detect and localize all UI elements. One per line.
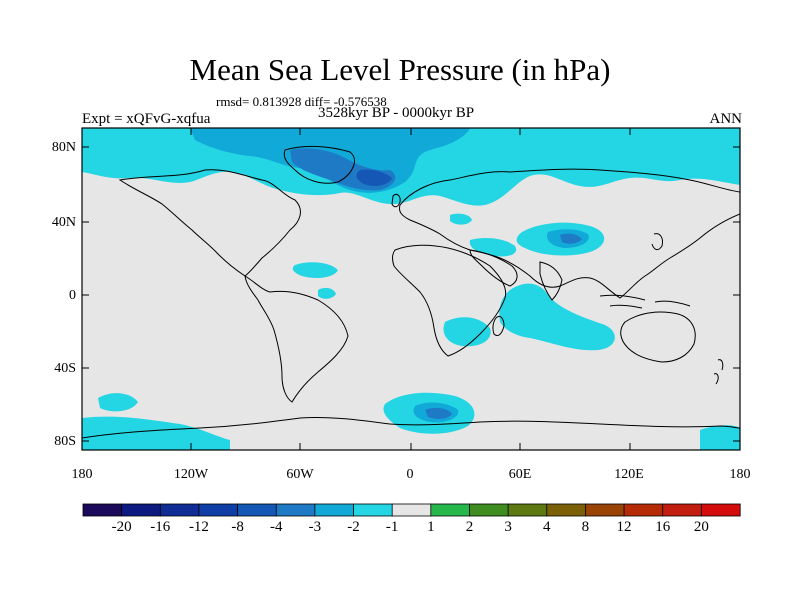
colorbar-label: -12 (188, 519, 209, 535)
colorbar-label: -8 (231, 519, 244, 535)
pacific-anomaly (292, 262, 338, 278)
lon-label-60e: 60E (508, 467, 532, 482)
lat-label-40n: 40N (51, 215, 76, 230)
coast-india (539, 261, 563, 301)
lon-label-180e: 180 (729, 467, 751, 482)
coast-new-zealand (713, 359, 724, 385)
lon-label-60w: 60W (286, 467, 314, 482)
colorbar-swatch (353, 503, 393, 517)
caribbean-anomaly (318, 287, 336, 299)
coast-north-america (118, 169, 301, 277)
north-atlantic-anomaly (450, 213, 472, 225)
lat-label-40s: 40S (54, 361, 76, 376)
map-title: Mean Sea Level Pressure (in hPa) (189, 52, 611, 87)
colorbar-label: 20 (693, 519, 709, 535)
coast-south-america (244, 275, 349, 403)
colorbar-label: -1 (385, 519, 399, 535)
arctic-mid-anomaly-2 (250, 128, 330, 140)
coast-madagascar (492, 315, 505, 337)
colorbar-swatch (314, 503, 355, 517)
lat-ticks (82, 146, 740, 442)
colorbar-label: -2 (347, 519, 360, 535)
pressure-anomaly-field (82, 128, 740, 450)
colorbar-swatch (391, 503, 432, 517)
colorbar-label: 8 (581, 519, 590, 535)
coast-arabia (469, 249, 518, 287)
colorbar-swatch (546, 503, 587, 517)
colorbar-swatch (159, 503, 200, 517)
coastlines (82, 145, 740, 439)
lon-ticks (190, 128, 631, 450)
colorbar-label: 16 (655, 519, 671, 535)
season-label: ANN (709, 111, 743, 127)
colorbar-label: 3 (504, 519, 512, 535)
colorbar-swatch (700, 503, 741, 517)
colorbar-swatch (121, 503, 161, 517)
southern-ocean-dark (425, 407, 452, 419)
coast-greenland (283, 145, 355, 184)
coast-africa (392, 244, 507, 357)
lat-label-0: 0 (69, 288, 76, 303)
colorbar-swatch (198, 503, 239, 517)
central-asia-dark-anomaly (560, 233, 582, 244)
indian-ocean-anomaly (499, 283, 615, 351)
period-text: 3528kyr BP - 0000kyr BP (318, 105, 475, 121)
colorbar-swatch (275, 503, 316, 517)
lon-label-120w: 120W (173, 467, 209, 482)
colorbar-swatch (237, 503, 277, 517)
colorbar-swatch (623, 503, 664, 517)
colorbar-swatch (662, 503, 702, 517)
coast-indonesia (599, 294, 691, 309)
colorbar (82, 503, 741, 517)
experiment-label: Expt = xQFvG-xqfua (82, 111, 211, 127)
southern-ocean-anomaly (82, 416, 230, 450)
lat-label-80n: 80N (51, 140, 76, 155)
colorbar-label: 12 (616, 519, 632, 535)
southern-ocean-anomaly-3 (700, 425, 740, 450)
coast-antarctica (82, 416, 740, 439)
colorbar-swatch (430, 503, 471, 517)
stats-text: rmsd= 0.813928 diff= -0.576538 (216, 94, 387, 109)
colorbar-label: -3 (308, 519, 322, 535)
colorbar-label: -20 (111, 519, 132, 535)
lon-label-0: 0 (406, 467, 414, 482)
lon-label-180w: 180 (71, 467, 93, 482)
lon-label-120e: 120E (614, 467, 644, 482)
lat-label-80s: 80S (54, 434, 76, 449)
colorbar-swatch (507, 503, 548, 517)
coast-australia (620, 311, 696, 363)
colorbar-label: 2 (465, 519, 474, 535)
south-africa-anomaly (443, 317, 491, 347)
colorbar-label: 4 (543, 519, 551, 535)
arctic-dark-anomaly-2 (356, 169, 392, 186)
colorbar-label: 1 (427, 519, 435, 535)
colorbar-swatch (469, 503, 509, 517)
colorbar-swatch (82, 503, 123, 517)
siberia-anomaly (519, 138, 641, 178)
colorbar-label: -16 (150, 519, 171, 535)
coast-british-isles (391, 193, 401, 208)
colorbar-label: -4 (269, 519, 283, 535)
colorbar-swatch (585, 503, 625, 517)
south-pacific-anomaly (98, 393, 138, 412)
coast-japan (651, 233, 663, 251)
